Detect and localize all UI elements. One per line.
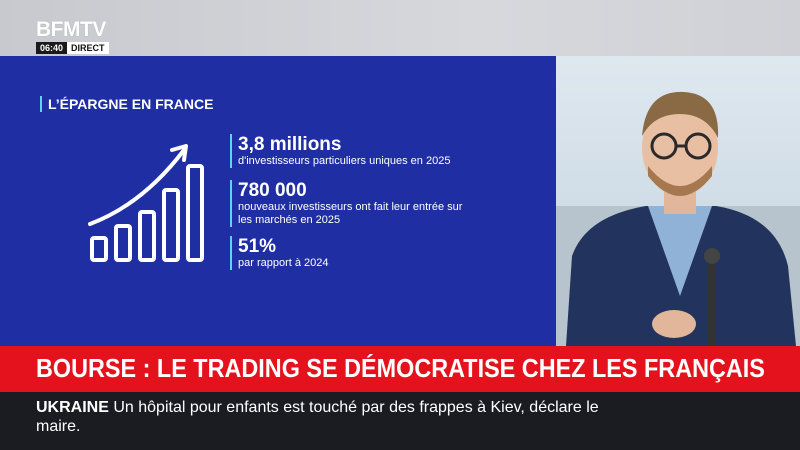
headline-banner: [0, 346, 800, 392]
stat-value: 51%: [238, 236, 277, 257]
stat-growth: 51% par rapport à 2024: [230, 236, 329, 270]
rising-bar-chart-arrow-icon: [88, 144, 204, 262]
news-ticker: [0, 392, 800, 450]
stat-value: 780 000: [238, 180, 307, 201]
ticker-message: Un hôpital pour enfants est touché par d…: [36, 399, 599, 435]
ticker-topic: UKRAINE: [36, 399, 109, 416]
stat-description: d'investisseurs particuliers uniques en …: [238, 155, 451, 167]
infographic-panel: [0, 56, 556, 346]
ticker-text: UKRAINE Un hôpital pour enfants est touc…: [36, 398, 636, 436]
infographic-title: L’ÉPARGNE EN FRANCE: [40, 96, 213, 112]
live-badge: DIRECT: [67, 42, 109, 54]
studio-presenter-view: [556, 56, 800, 346]
channel-logo: BFMTV: [36, 18, 106, 41]
stat-description: par rapport à 2024: [238, 257, 329, 269]
top-bar: [0, 0, 800, 56]
stat-value: 3,8 millions: [238, 134, 342, 155]
headline-text: BOURSE : LE TRADING SE DÉMOCRATISE CHEZ …: [36, 353, 765, 383]
stat-description: nouveaux investisseurs ont fait leur ent…: [238, 201, 463, 226]
stat-new-investors: 780 000 nouveaux investisseurs ont fait …: [230, 180, 478, 227]
clock-row: 06:40 DIRECT: [36, 42, 109, 54]
clock-time: 06:40: [36, 42, 68, 54]
presenter-image: [556, 91, 800, 346]
stat-investors: 3,8 millions d'investisseurs particulier…: [230, 134, 450, 168]
